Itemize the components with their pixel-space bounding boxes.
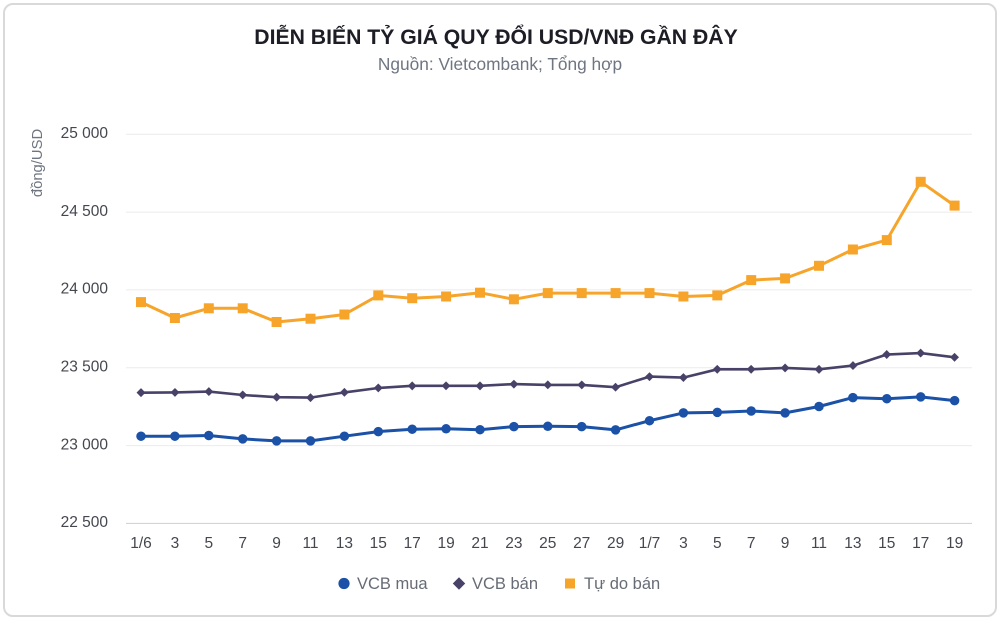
svg-text:21: 21 (471, 535, 488, 552)
svg-text:25: 25 (539, 535, 556, 552)
svg-text:9: 9 (272, 535, 281, 552)
svg-text:đồng/USD: đồng/USD (30, 129, 46, 197)
svg-text:15: 15 (878, 535, 895, 552)
svg-text:Tự do bán: Tự do bán (584, 575, 660, 593)
svg-text:VCB bán: VCB bán (472, 575, 538, 593)
svg-text:7: 7 (238, 535, 247, 552)
svg-text:1/6: 1/6 (130, 535, 152, 552)
svg-text:5: 5 (713, 535, 722, 552)
svg-text:24 000: 24 000 (61, 281, 109, 298)
svg-text:13: 13 (336, 535, 353, 552)
svg-text:1/7: 1/7 (639, 535, 661, 552)
svg-text:5: 5 (204, 535, 213, 552)
svg-text:23: 23 (505, 535, 522, 552)
svg-text:23 500: 23 500 (61, 359, 109, 376)
svg-text:Nguồn: Vietcombank; Tổng hợp: Nguồn: Vietcombank; Tổng hợp (378, 54, 622, 74)
svg-text:7: 7 (747, 535, 756, 552)
svg-text:17: 17 (912, 535, 929, 552)
svg-text:19: 19 (437, 535, 454, 552)
svg-text:25 000: 25 000 (61, 125, 109, 142)
svg-text:11: 11 (302, 535, 318, 552)
svg-text:3: 3 (679, 535, 688, 552)
svg-text:23 000: 23 000 (61, 436, 109, 453)
svg-text:9: 9 (781, 535, 790, 552)
svg-text:11: 11 (811, 535, 827, 552)
svg-text:22 500: 22 500 (61, 514, 109, 531)
svg-text:19: 19 (946, 535, 963, 552)
svg-text:29: 29 (607, 535, 624, 552)
svg-text:15: 15 (370, 535, 387, 552)
svg-text:DIỄN BIẾN TỶ GIÁ QUY ĐỔI USD/V: DIỄN BIẾN TỶ GIÁ QUY ĐỔI USD/VNĐ GẦN ĐÂY (254, 23, 737, 49)
svg-text:VCB mua: VCB mua (357, 575, 428, 593)
svg-text:3: 3 (171, 535, 180, 552)
svg-text:24 500: 24 500 (61, 203, 109, 220)
svg-text:27: 27 (573, 535, 590, 552)
svg-text:13: 13 (844, 535, 861, 552)
svg-text:17: 17 (404, 535, 421, 552)
